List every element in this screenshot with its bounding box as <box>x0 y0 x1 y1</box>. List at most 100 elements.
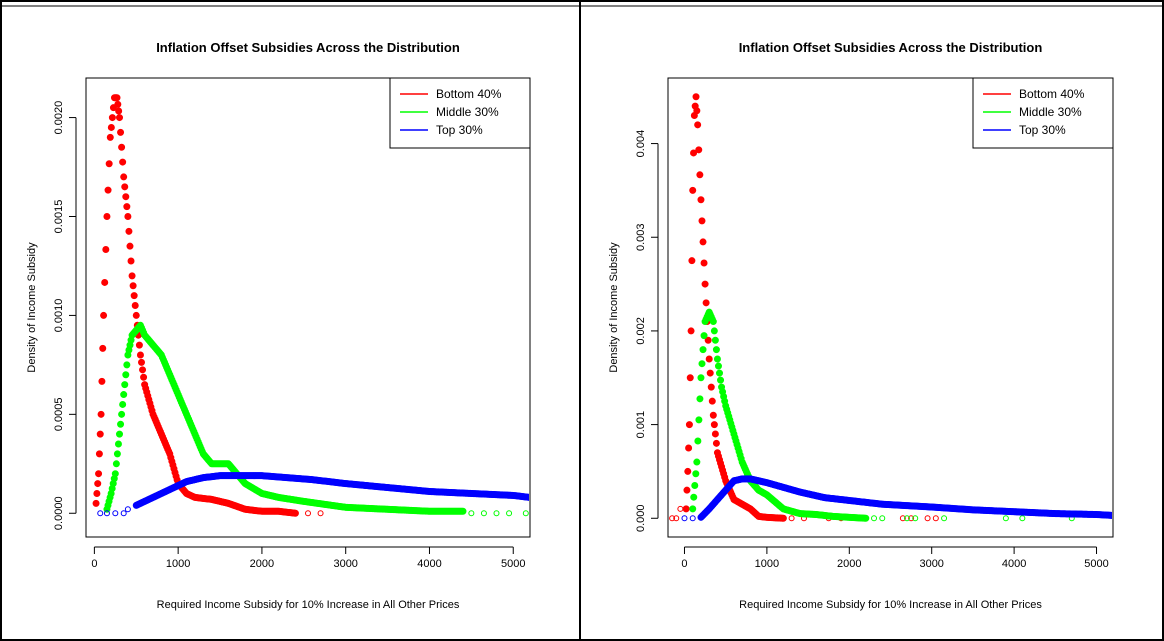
data-point <box>115 107 123 115</box>
data-point-outlier <box>673 515 680 522</box>
data-point-outlier <box>903 515 910 522</box>
series-middle-30 <box>103 321 529 517</box>
legend-label: Bottom 40% <box>436 87 502 101</box>
data-point <box>98 377 106 385</box>
chart-title: Inflation Offset Subsidies Across the Di… <box>156 40 460 55</box>
data-point <box>136 351 144 359</box>
data-point <box>700 332 708 340</box>
data-point-outlier <box>912 515 919 522</box>
data-point <box>121 183 129 191</box>
y-tick-label: 0.002 <box>635 317 647 345</box>
legend: Bottom 40% Middle 30% Top 30% <box>389 77 531 149</box>
series-top-30 <box>681 475 1112 522</box>
data-point <box>112 460 120 468</box>
data-point <box>107 123 115 131</box>
data-point <box>138 358 145 366</box>
data-point <box>710 421 718 429</box>
data-point <box>99 344 107 352</box>
data-point <box>693 107 701 115</box>
data-point-outlier <box>305 510 311 517</box>
plot-box <box>85 77 531 538</box>
data-point <box>699 238 707 246</box>
data-point <box>95 470 103 478</box>
data-point <box>704 336 712 344</box>
data-point <box>690 493 698 501</box>
data-point <box>694 437 702 445</box>
data-point-outlier <box>506 510 513 517</box>
data-point <box>117 420 125 428</box>
data-point <box>139 366 147 374</box>
x-tick-label: 5000 <box>501 558 525 570</box>
data-point <box>688 257 696 265</box>
data-point <box>128 272 136 280</box>
data-point <box>695 416 703 424</box>
data-point <box>93 489 101 497</box>
y-tick-label: 0.0000 <box>53 496 65 530</box>
data-point <box>96 430 104 438</box>
data-point <box>100 311 108 319</box>
data-point <box>119 158 127 166</box>
data-point-outlier <box>681 515 688 522</box>
data-point-outlier <box>1002 515 1009 522</box>
data-point <box>114 440 122 448</box>
legend-label: Top 30% <box>1019 123 1066 137</box>
data-point-outlier <box>317 510 324 517</box>
x-tick-label: 3000 <box>333 558 357 570</box>
data-point <box>779 514 787 522</box>
y-axis-label: Density of Income Subsidy <box>608 242 620 373</box>
data-point <box>696 395 704 403</box>
data-point <box>113 94 121 102</box>
data-point <box>714 362 722 370</box>
left-chart: Inflation Offset Subsidies Across the Di… <box>26 40 531 611</box>
series-middle-30 <box>689 308 1075 522</box>
data-point <box>862 514 870 522</box>
data-point <box>695 146 703 154</box>
data-point <box>716 369 724 377</box>
data-point <box>101 278 109 286</box>
data-point-outlier <box>908 515 915 522</box>
data-point <box>123 361 131 369</box>
data-point <box>120 173 128 181</box>
x-tick-label: 3000 <box>919 558 943 570</box>
data-point <box>697 196 705 204</box>
data-point <box>708 397 716 405</box>
data-point <box>700 259 708 267</box>
data-point-outlier <box>879 515 886 522</box>
data-point <box>122 193 130 201</box>
x-tick-label: 2000 <box>837 558 861 570</box>
data-point-outlier <box>924 515 931 522</box>
data-point <box>693 458 701 466</box>
data-point <box>116 430 124 438</box>
data-point <box>120 391 128 399</box>
y-tick-label: 0.0005 <box>53 398 65 432</box>
data-point <box>132 311 140 319</box>
data-point <box>103 212 111 220</box>
data-point <box>684 467 692 475</box>
x-tick-label: 0 <box>681 558 687 570</box>
data-point <box>130 292 138 300</box>
data-point <box>706 369 714 377</box>
data-point <box>692 93 700 101</box>
data-point-outlier <box>468 510 475 517</box>
data-point <box>709 411 717 419</box>
chart-title: Inflation Offset Subsidies Across the Di… <box>739 40 1043 55</box>
data-point <box>696 171 704 179</box>
y-tick-label: 0.001 <box>635 411 647 439</box>
data-point <box>118 410 126 418</box>
data-point <box>113 450 121 458</box>
x-axis-label: Required Income Subsidy for 10% Increase… <box>157 599 460 611</box>
x-axis: 0 1000 2000 3000 4000 5000 <box>91 546 525 570</box>
y-axis: 0.0000 0.0005 0.0010 0.0015 0.0020 <box>53 101 77 530</box>
x-axis-label: Required Income Subsidy for 10% Increase… <box>739 599 1042 611</box>
data-point <box>699 346 707 354</box>
data-point <box>135 341 143 349</box>
data-point <box>686 374 694 382</box>
data-point <box>117 128 125 136</box>
data-point-outlier <box>871 515 878 522</box>
data-point <box>689 186 697 194</box>
y-tick-label: 0.0015 <box>53 200 65 234</box>
legend: Bottom 40% Middle 30% Top 30% <box>972 77 1114 149</box>
data-point <box>118 143 126 151</box>
x-tick-label: 2000 <box>250 558 274 570</box>
data-point-outlier <box>677 505 684 512</box>
